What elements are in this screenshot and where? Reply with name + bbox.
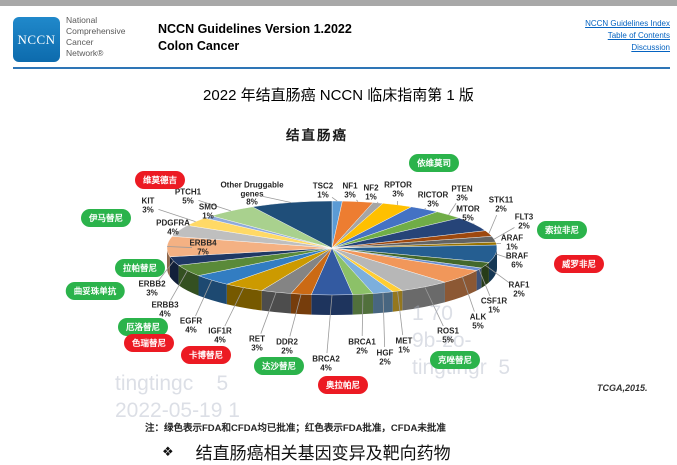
- gene-label-erbb4: ERBB4 7%: [189, 238, 217, 256]
- drug-label-fda_cfda: 索拉非尼: [536, 221, 588, 239]
- gene-label-nf1: NF1 3%: [342, 181, 358, 199]
- org-line: National: [66, 15, 98, 25]
- nccn-logo[interactable]: NCCN: [13, 17, 60, 62]
- gene-label-brca1: BRCA1 2%: [348, 337, 376, 355]
- org-line: Cancer: [66, 37, 94, 47]
- header-links: NCCN Guidelines Index Table of Contents …: [585, 18, 670, 54]
- gene-label-alk: ALK 5%: [469, 312, 487, 330]
- gene-label-raf1: RAF1 2%: [508, 280, 530, 298]
- gene-label-araf: ARAF 1%: [500, 233, 524, 251]
- link-table-of-contents[interactable]: Table of Contents: [607, 31, 670, 40]
- gene-label-stk11: STK11 2%: [488, 195, 514, 213]
- window-top-strip: [0, 0, 677, 6]
- gene-label-rptor: RPTOR 3%: [384, 180, 412, 198]
- gene-label-ddr2: DDR2 2%: [276, 337, 298, 355]
- chinese-subtitle: 2022 年结直肠癌 NCCN 临床指南第 1 版: [203, 87, 474, 104]
- gene-label-rictor: RICTOR 3%: [417, 190, 449, 208]
- watermark-text: tingtingc 5 2022-05-19 1: [115, 372, 240, 422]
- drug-label-fda_only: 卡博替尼: [180, 346, 232, 364]
- page-title-line1: NCCN Guidelines Version 1.2022: [158, 22, 352, 36]
- gene-label-tsc2: TSC2 1%: [312, 181, 334, 199]
- gene-label-igf1r: IGF1R 4%: [208, 326, 232, 344]
- chart-title: 结直肠癌: [286, 128, 348, 143]
- drug-label-fda_cfda: 克唑替尼: [429, 351, 481, 369]
- gene-label-nf2: NF2 1%: [363, 183, 379, 201]
- gene-label-kit: KIT 3%: [141, 196, 155, 214]
- drug-label-fda_cfda: 曲妥珠单抗: [65, 282, 125, 300]
- drug-label-fda_cfda: 达沙替尼: [253, 357, 305, 375]
- source-citation: TCGA,2015.: [597, 383, 648, 393]
- gene-label-pten: PTEN 3%: [451, 184, 473, 202]
- gene-label-braf: BRAF 6%: [505, 251, 529, 269]
- drug-label-fda_cfda: 依维莫司: [408, 154, 460, 172]
- gene-label-egfr: EGFR 4%: [179, 316, 203, 334]
- drug-label-fda_only: 维莫德吉: [134, 171, 186, 189]
- gene-label-met: MET 1%: [395, 336, 413, 354]
- link-guidelines-index[interactable]: NCCN Guidelines Index: [585, 19, 670, 28]
- drug-label-fda_cfda: 伊马替尼: [80, 209, 132, 227]
- link-discussion[interactable]: Discussion: [631, 43, 670, 52]
- gene-label-hgf: HGF 2%: [376, 348, 394, 366]
- gene-label-ros1: ROS1 5%: [437, 326, 459, 344]
- gene-label-flt3: FLT3 2%: [514, 212, 534, 230]
- org-line: Network®: [66, 48, 104, 58]
- drug-label-fda_cfda: 拉帕替尼: [114, 259, 166, 277]
- nccn-logo-text: NCCN: [17, 31, 56, 47]
- drug-label-fda_only: 奥拉帕尼: [317, 376, 369, 394]
- drug-label-fda_only: 色瑞替尼: [123, 334, 175, 352]
- header-divider: [13, 67, 670, 69]
- drug-label-fda_only: 威罗非尼: [553, 255, 605, 273]
- gene-label-erbb3: ERBB3 4%: [151, 300, 179, 318]
- drug-label-fda_cfda: 厄洛替尼: [117, 318, 169, 336]
- page-title: NCCN Guidelines Version 1.2022 Colon Can…: [158, 21, 352, 55]
- gene-label-other-druggable-genes: Other Druggable genes 8%: [220, 180, 284, 207]
- caption-text: 结直肠癌相关基因变异及靶向药物: [195, 444, 451, 463]
- diamond-bullet-icon: ❖: [162, 443, 174, 459]
- gene-label-smo: SMO 1%: [198, 202, 218, 220]
- page-title-line2: Colon Cancer: [158, 39, 240, 53]
- org-name: National Comprehensive Cancer Network®: [66, 15, 126, 59]
- gene-label-csf1r: CSF1R 1%: [480, 296, 508, 314]
- gene-label-mtor: MTOR 5%: [456, 204, 480, 222]
- org-line: Comprehensive: [66, 26, 126, 36]
- gene-label-brca2: BRCA2 4%: [312, 354, 340, 372]
- gene-label-erbb2: ERBB2 3%: [138, 279, 166, 297]
- gene-label-ret: RET 3%: [249, 334, 265, 352]
- gene-label-pdgfra: PDGFRA 4%: [156, 218, 190, 236]
- caption-line: ❖ 结直肠癌相关基因变异及靶向药物: [162, 439, 451, 464]
- gene-label-ptch1: PTCH1 5%: [174, 187, 202, 205]
- approval-note: 注：绿色表示FDA和CFDA均已批准；红色表示FDA批准，CFDA未批准: [145, 423, 446, 434]
